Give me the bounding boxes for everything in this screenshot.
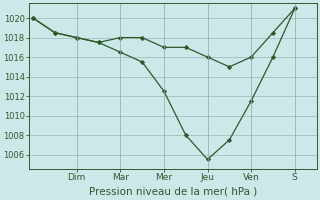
X-axis label: Pression niveau de la mer( hPa ): Pression niveau de la mer( hPa ) [89, 187, 257, 197]
